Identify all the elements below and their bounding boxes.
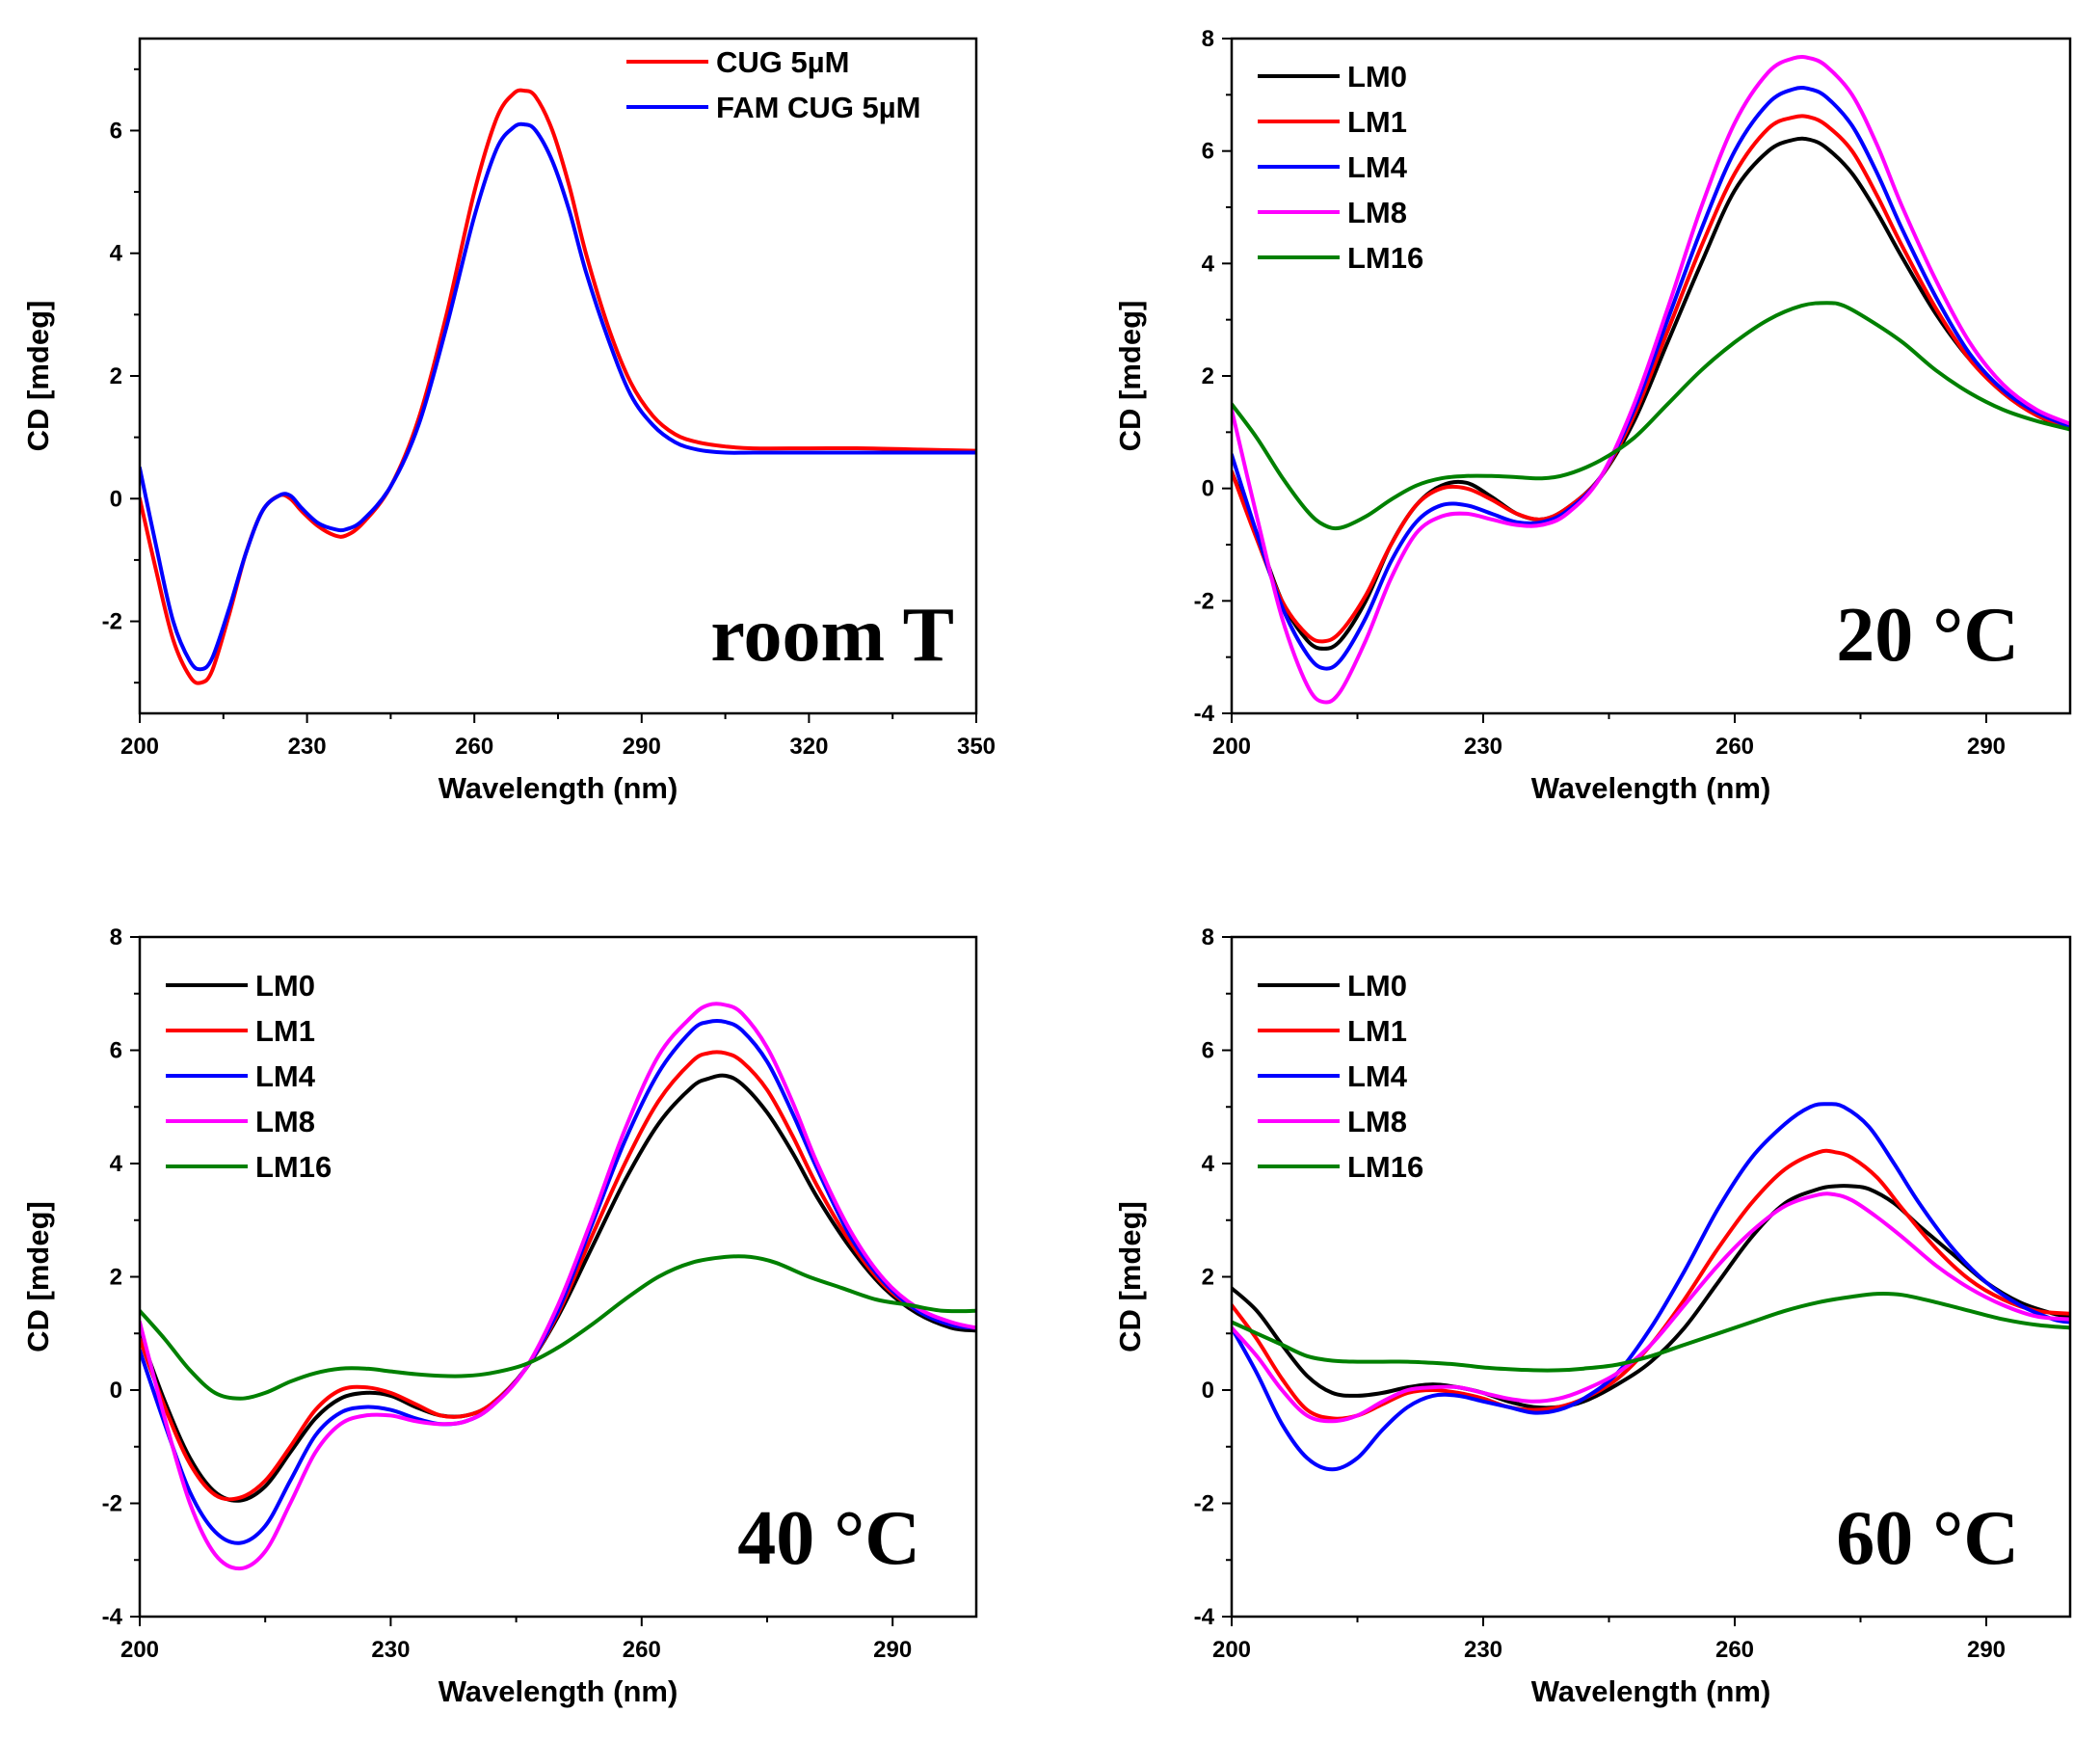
x-tick-label: 230 [371, 1637, 410, 1663]
y-tick-label: 2 [1202, 363, 1214, 389]
x-axis-title: Wavelength (nm) [439, 1674, 678, 1708]
y-tick-label: -2 [102, 609, 122, 635]
y-tick-label: 6 [110, 1038, 122, 1064]
legend-label: LM16 [1347, 1150, 1423, 1184]
legend-label: LM1 [1347, 105, 1407, 139]
legend-label: FAM CUG 5µM [716, 91, 920, 124]
series-line-lm16 [1232, 1291, 2070, 1373]
y-tick-label: 0 [110, 486, 122, 512]
panel-label: 20 °C [1836, 593, 2019, 678]
x-tick-label: 260 [1715, 734, 1754, 760]
legend-label: LM16 [1347, 241, 1423, 275]
series-line-lm4 [1232, 1102, 2070, 1472]
y-tick-label: -4 [1194, 701, 1215, 727]
y-tick-label: -4 [102, 1604, 123, 1630]
series-line-lm16 [140, 1254, 976, 1401]
x-tick-label: 230 [288, 734, 327, 760]
x-tick-label: 200 [1212, 734, 1251, 760]
y-tick-label: 0 [1202, 1378, 1214, 1404]
legend-label: LM4 [1347, 1059, 1408, 1093]
y-tick-label: 6 [110, 118, 122, 144]
series-line-lm1 [1232, 1148, 2070, 1421]
x-tick-label: 290 [873, 1637, 912, 1663]
panel-label: 60 °C [1836, 1496, 2019, 1581]
chart-panel-4: 200 230 260 290 -4 -2 0 2 4 6 8 Wavelength (nm) CD [… [1113, 924, 2072, 1708]
y-axis-title: CD [mdeg] [1113, 301, 1147, 452]
x-tick-label: 230 [1464, 1637, 1502, 1663]
x-tick-label: 290 [623, 734, 661, 760]
y-tick-label: 8 [110, 924, 122, 950]
x-tick-label: 260 [1715, 1637, 1754, 1663]
legend: LM0 LM1 LM4 LM8 LM16 [1258, 60, 1423, 275]
y-tick-label: 6 [1202, 1038, 1214, 1064]
y-tick-label: -2 [1194, 1491, 1214, 1517]
series-line-lm8 [140, 1002, 976, 1571]
x-tick-label: 290 [1967, 1637, 2006, 1663]
legend-label: LM1 [255, 1014, 315, 1048]
y-tick-label: -4 [1194, 1604, 1215, 1630]
y-tick-label: 8 [1202, 26, 1214, 52]
legend: LM0 LM1 LM4 LM8 LM16 [1258, 969, 1423, 1184]
y-tick-label: 0 [1202, 476, 1214, 502]
panel-label: 40 °C [737, 1496, 920, 1581]
y-tick-label: 2 [110, 1265, 122, 1291]
series-line-lm0 [140, 1073, 976, 1503]
y-tick-label: 2 [110, 363, 122, 389]
x-axis-title: Wavelength (nm) [1531, 1674, 1771, 1708]
series-line-fam-cug-5-m [140, 121, 976, 672]
y-tick-label: 6 [1202, 139, 1214, 165]
x-tick-label: 320 [789, 734, 828, 760]
x-axis-title: Wavelength (nm) [439, 771, 678, 805]
legend-label: LM4 [255, 1059, 316, 1093]
y-tick-label: 4 [110, 1151, 123, 1177]
y-axis-title: CD [mdeg] [21, 1201, 55, 1352]
legend-label: LM0 [1347, 60, 1407, 94]
legend-label: LM8 [255, 1105, 315, 1138]
chart-panel-1: 200 230 260 290 320 350 -2 0 2 4 6 Wavelength (nm) C… [21, 37, 996, 805]
legend-label: LM16 [255, 1150, 332, 1184]
series-group [140, 1002, 976, 1571]
series-group [1232, 54, 2070, 705]
y-tick-label: 4 [1202, 251, 1215, 277]
x-tick-label: 350 [957, 734, 996, 760]
series-line-lm4 [140, 1019, 976, 1545]
y-tick-label: -2 [1194, 588, 1214, 614]
y-tick-label: 0 [110, 1378, 122, 1404]
chart-panel-2: 200 230 260 290 -4 -2 0 2 4 6 8 Wavelength (nm) CD [… [1113, 26, 2072, 805]
legend: LM0 LM1 LM4 LM8 LM16 [166, 969, 332, 1184]
x-tick-label: 230 [1464, 734, 1502, 760]
x-tick-label: 200 [1212, 1637, 1251, 1663]
y-tick-label: 4 [110, 241, 123, 267]
x-tick-label: 200 [120, 734, 159, 760]
panel-label: room T [710, 593, 954, 678]
x-tick-label: 260 [455, 734, 493, 760]
chart-panel-3: 200 230 260 290 -4 -2 0 2 4 6 8 Wavelength (nm) CD [… [21, 924, 978, 1708]
legend-label: LM0 [1347, 969, 1407, 1003]
x-tick-label: 290 [1967, 734, 2006, 760]
legend-label: LM1 [1347, 1014, 1407, 1048]
y-tick-label: 8 [1202, 924, 1214, 950]
series-group [140, 88, 976, 685]
legend-label: LM0 [255, 969, 315, 1003]
y-axis-title: CD [mdeg] [1113, 1201, 1147, 1352]
legend: CUG 5µM FAM CUG 5µM [626, 45, 920, 124]
x-tick-label: 200 [120, 1637, 159, 1663]
series-line-lm0 [1232, 1184, 2070, 1410]
legend-label: CUG 5µM [716, 45, 849, 79]
y-tick-label: -2 [102, 1491, 122, 1517]
legend-label: LM8 [1347, 1105, 1407, 1138]
legend-label: LM4 [1347, 150, 1408, 184]
y-tick-label: 4 [1202, 1151, 1215, 1177]
y-axis-title: CD [mdeg] [21, 301, 55, 452]
y-tick-label: 2 [1202, 1265, 1214, 1291]
legend-label: LM8 [1347, 196, 1407, 229]
series-line-lm16 [1232, 301, 2070, 531]
series-line-lm8 [1232, 54, 2070, 705]
x-axis-title: Wavelength (nm) [1531, 771, 1771, 805]
x-tick-label: 260 [623, 1637, 661, 1663]
series-group [1232, 1102, 2070, 1472]
series-line-lm8 [1232, 1191, 2070, 1424]
